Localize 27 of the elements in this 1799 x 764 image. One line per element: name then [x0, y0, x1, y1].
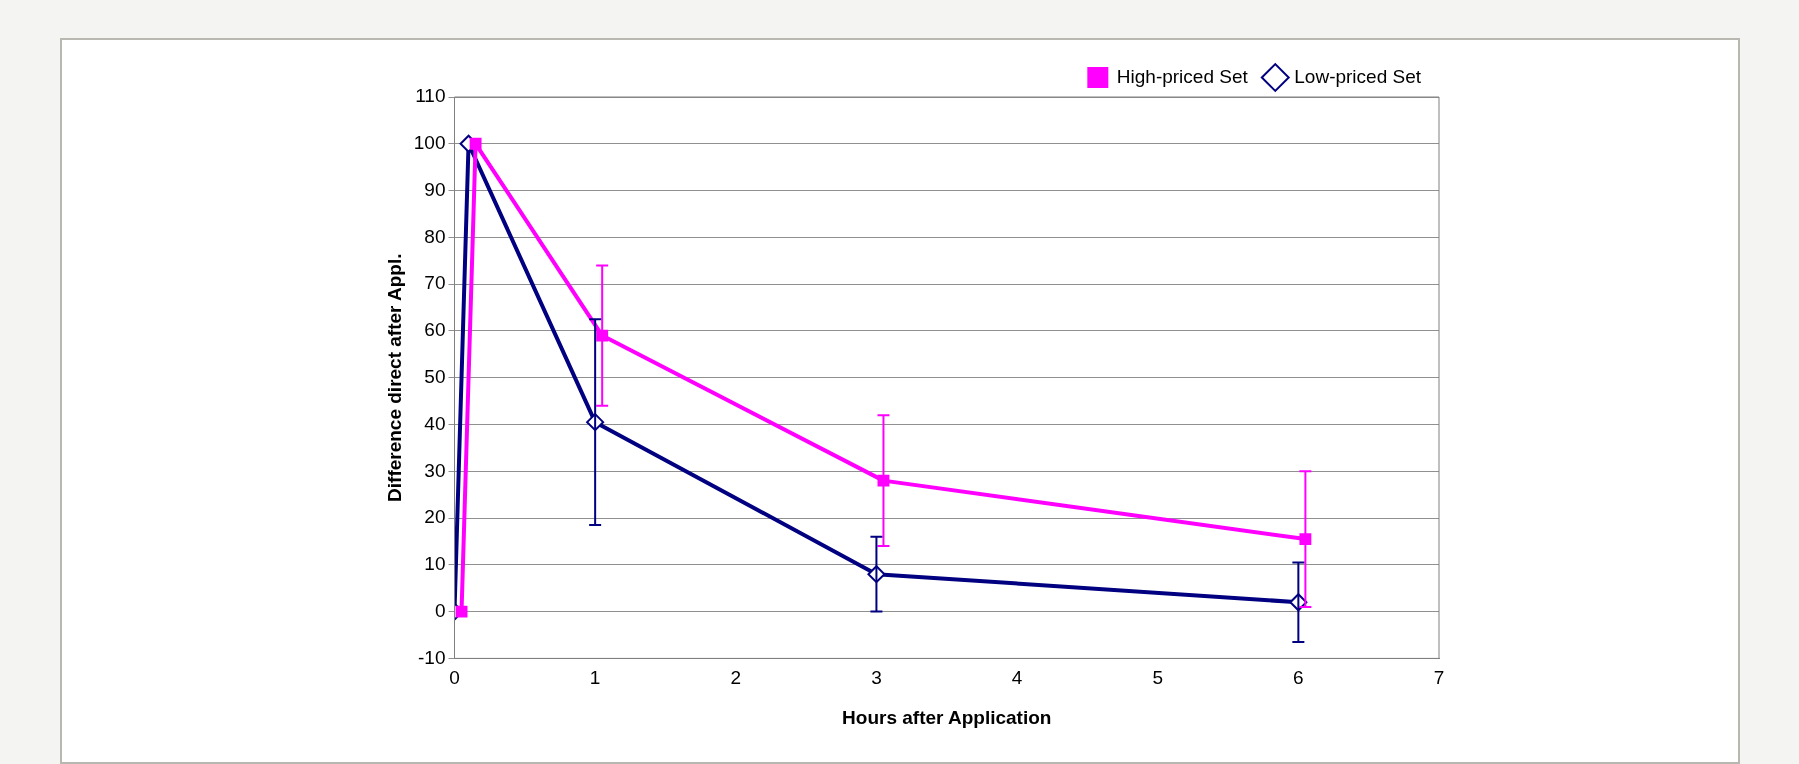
y-tick-label: 60 — [424, 319, 446, 341]
x-tick-label: 2 — [730, 667, 742, 689]
x-tick-label: 6 — [1293, 667, 1304, 689]
y-tick-label: 50 — [424, 365, 446, 387]
x-axis-title: Hours after Application — [842, 706, 1052, 728]
point — [455, 605, 468, 618]
x-tick-label: 3 — [871, 667, 882, 689]
y-tick-label: 80 — [424, 225, 446, 247]
x-tick-label: 4 — [1011, 667, 1023, 689]
y-tick-label: 0 — [434, 599, 446, 621]
y-tick-label: 90 — [424, 178, 446, 200]
y-tick-label: 40 — [424, 412, 446, 434]
y-tick-label: 20 — [424, 506, 446, 528]
y-tick-label: 30 — [424, 459, 446, 481]
x-tick-label: 7 — [1433, 667, 1445, 689]
x-tick-label: 5 — [1152, 667, 1163, 689]
y-tick-label: -10 — [418, 646, 446, 668]
point — [469, 137, 482, 150]
legend-label: High-priced Set — [1116, 65, 1249, 87]
legend-label: Low-priced Set — [1294, 65, 1422, 87]
y-tick-label: 10 — [424, 553, 446, 575]
x-tick-label: 1 — [589, 667, 601, 689]
y-tick-label: 70 — [424, 272, 446, 294]
y-tick-label: 100 — [413, 132, 446, 154]
y-axis-title: Difference direct after Appl. — [383, 253, 405, 502]
x-tick-label: 0 — [449, 667, 460, 689]
y-tick-label: 110 — [415, 85, 446, 107]
